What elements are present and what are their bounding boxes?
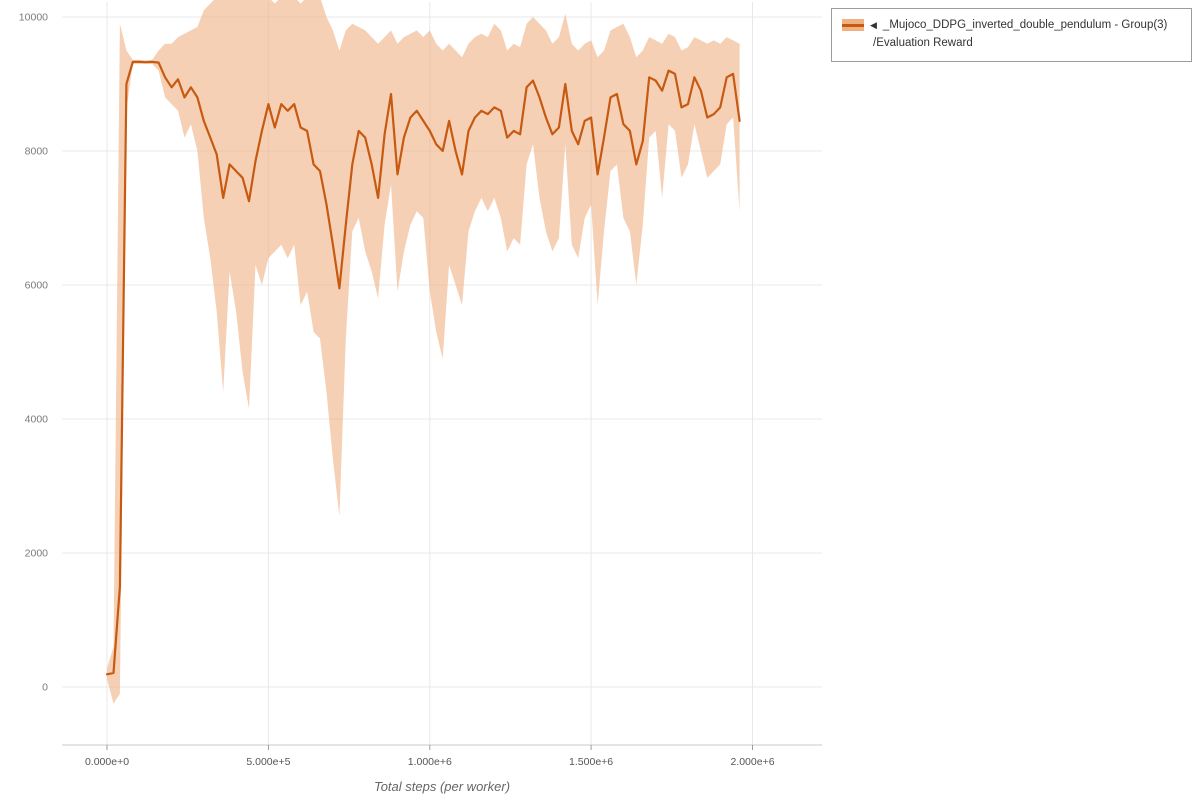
y-tick-label: 2000 bbox=[25, 548, 49, 560]
y-tick-label: 0 bbox=[42, 682, 48, 694]
x-tick-label: 1.000e+6 bbox=[408, 756, 452, 768]
y-tick-label: 10000 bbox=[19, 12, 48, 24]
x-tick-label: 0.000e+0 bbox=[85, 756, 129, 768]
legend-swatch-line-icon bbox=[842, 23, 864, 27]
legend-entry[interactable]: ◀ _Mujoco_DDPG_inverted_double_pendulum … bbox=[842, 16, 1181, 34]
x-tick-label: 1.500e+6 bbox=[569, 756, 613, 768]
y-tick-label: 8000 bbox=[25, 146, 49, 158]
legend-series-label: _Mujoco_DDPG_inverted_double_pendulum - … bbox=[882, 19, 1168, 31]
x-tick-label: 5.000e+5 bbox=[246, 756, 290, 768]
x-axis-label: Total steps (per worker) bbox=[373, 779, 511, 794]
legend-metric-label: /Evaluation Reward bbox=[873, 37, 973, 50]
mean-line bbox=[105, 60, 741, 676]
y-tick-label: 6000 bbox=[25, 280, 49, 292]
y-tick-label: 4000 bbox=[25, 414, 49, 426]
collapse-triangle-icon[interactable]: ◀ bbox=[870, 20, 877, 30]
confidence-band bbox=[107, 0, 740, 704]
x-tick-label: 2.000e+6 bbox=[730, 756, 774, 768]
legend-series-swatch-icon bbox=[842, 19, 864, 32]
legend: ◀ _Mujoco_DDPG_inverted_double_pendulum … bbox=[831, 8, 1192, 62]
